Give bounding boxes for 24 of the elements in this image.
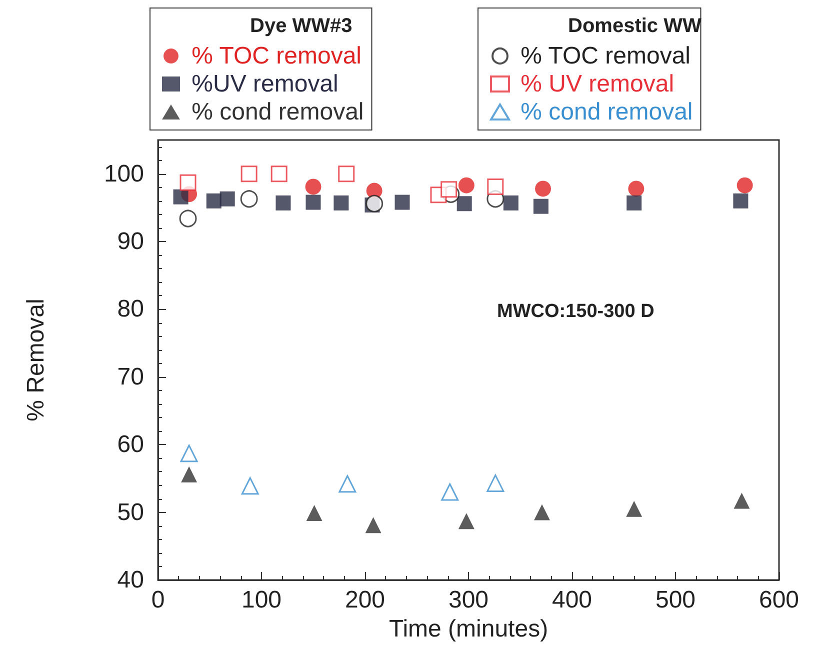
legend-label: % cond removal xyxy=(185,98,364,126)
x-tick-label: 200 xyxy=(344,586,386,614)
x-tick-label: 300 xyxy=(448,586,489,614)
x-tick-label: 600 xyxy=(758,586,800,614)
y-tick-label: 50 xyxy=(117,498,144,526)
annotation: MWCO:150-300 D xyxy=(497,301,654,322)
y-tick-label: 40 xyxy=(117,566,144,594)
legend-label: % UV removal xyxy=(514,70,674,98)
y-tick-label: 100 xyxy=(104,160,144,188)
text: Dye WW#3 xyxy=(250,15,352,37)
y-tick-label: 80 xyxy=(117,296,144,323)
x-tick-label: 0 xyxy=(151,586,165,614)
x-tick-label: 100 xyxy=(241,586,282,614)
x-tick-label: 400 xyxy=(552,586,592,614)
y-axis-title: % Removal xyxy=(22,298,50,422)
y-tick-label: 70 xyxy=(117,363,144,390)
x-axis-title: Time (minutes) xyxy=(388,615,548,642)
x-tick-label: 500 xyxy=(655,586,696,614)
legend-label: % cond removal xyxy=(514,98,693,126)
y-tick-label: 60 xyxy=(117,431,144,458)
y-tick-label: 90 xyxy=(117,228,144,256)
legend-label: % TOC removal xyxy=(514,42,690,70)
legend-label: %UV removal xyxy=(185,70,338,98)
legend-label: % TOC removal xyxy=(185,42,362,70)
